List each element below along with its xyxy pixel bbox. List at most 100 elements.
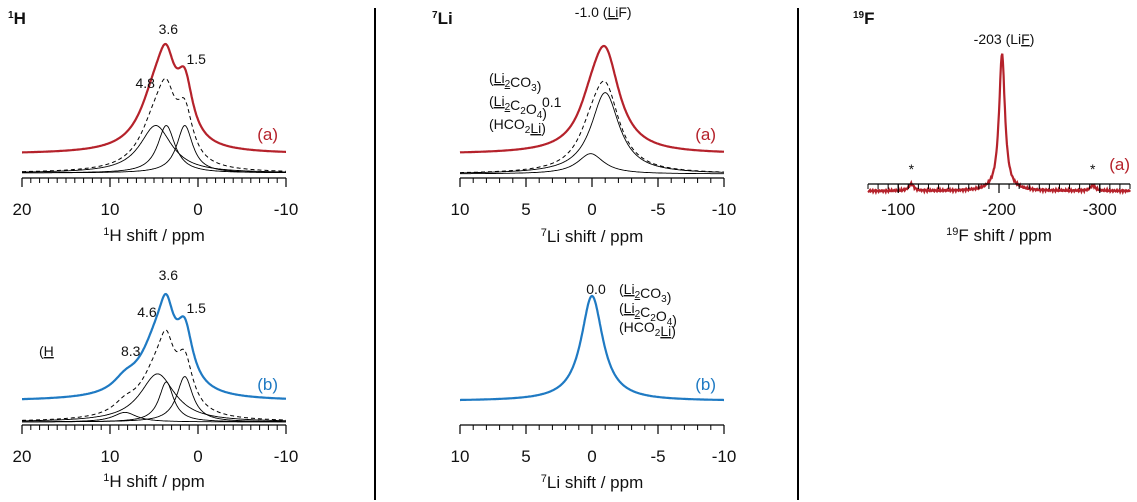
x-tick-label: -10 [712,447,737,466]
peak-label-3-6: 3.6 [159,21,179,37]
chem-part: 2 [635,309,641,320]
trace-label: (b) [695,375,716,394]
spectrum-trace [459,44,724,154]
chem-part: 2 [525,125,531,136]
chem-part: 4 [537,110,543,121]
assignment-line-2: (Li2C2O4) [619,300,677,328]
x-tick-label: -10 [274,447,299,466]
chem-part: C [510,97,520,113]
chem-part: 2 [650,313,656,324]
chem-part: ( [489,93,494,109]
peak-label-lif: -1.0 (LiF) [575,4,632,20]
chem-part: F [1021,31,1030,47]
chem-part: 2 [505,102,511,113]
x-tick-label: -100 [881,200,915,219]
x-axis-label-text: H shift / ppm [109,472,204,491]
chem-part: Li [660,323,671,339]
spectrum-trace [22,292,286,401]
chem-part: 3 [661,294,667,305]
chem-part: ) [672,312,677,328]
chem-part: Li [607,4,618,20]
x-axis-label: 7Li shift / ppm [541,473,644,492]
peak-label-lif: -203 (LiF) [974,31,1035,47]
chem-part: (HCO [489,116,525,132]
fit-envelope [22,329,286,421]
chem-part: ( [619,281,624,297]
x-axis-label-text: Li shift / ppm [547,473,643,492]
chem-part: 2 [635,290,641,301]
x-tick-label: 20 [13,200,32,219]
chem-part: ) [542,105,547,121]
chem-part: -1.0 ( [575,4,608,20]
chem-part: O [656,308,667,324]
x-axis-label-mass: 7 [541,227,547,239]
x-tick-label: 5 [521,200,530,219]
panel-label-li7: 7Li [432,9,453,28]
chem-part: ) [667,289,672,305]
assignment-line-2: (Li2C2O4) [489,93,547,121]
plot-h1-a: (a) 20 10 0 -10 1H shift / ppm 3.6 4.8 1.5 [13,21,299,245]
x-axis-label: 1H shift / ppm [103,226,205,245]
peak-label-4-6: 4.6 [137,304,157,320]
x-axis-label: 19F shift / ppm [946,226,1052,245]
chem-part: ( [619,300,624,316]
x-axis-label-text: H shift / ppm [109,226,204,245]
x-tick-label: 20 [13,447,32,466]
x-tick-label: 0 [193,447,202,466]
x-tick-label: 10 [101,447,120,466]
chem-part: ) [671,323,676,339]
x-tick-label: -300 [1083,200,1117,219]
chem-part: ( [39,343,44,359]
assignment-line-1: (Li2CO3) [489,70,541,94]
chem-part: F) [618,4,631,20]
spinning-sideband-mark: * [909,161,915,177]
spinning-sideband-mark: * [1090,161,1096,177]
x-tick-label: -10 [712,200,737,219]
x-axis-label: 1H shift / ppm [103,472,205,491]
assignment-line-3: (HCO2Li) [489,116,546,136]
chem-part: C [640,304,650,320]
chem-part: Li [494,70,505,86]
fit-component-1 [460,92,724,174]
x-tick-label: -5 [650,447,665,466]
x-tick-label: 5 [521,447,530,466]
assignment-hco2li: (H [39,343,54,359]
trace-label: (a) [1109,155,1130,174]
chem-part: Li [494,93,505,109]
fit-component-3 [22,376,286,423]
x-tick-label: 10 [451,447,470,466]
chem-part: 3 [531,83,537,94]
trace-label: (b) [257,375,278,394]
peak-label-0-0: 0.0 [586,281,606,297]
x-axis-label-text: Li shift / ppm [547,227,643,246]
chem-part: ) [541,120,546,136]
assignment-line-3: (HCO2Li) [619,319,676,339]
x-axis-label-text: F shift / ppm [958,226,1052,245]
x-axis-label-mass: 19 [946,226,958,238]
peak-label-0-1: 0.1 [542,94,562,110]
fit-component-1 [21,373,286,422]
chem-part: Li [624,300,635,316]
panel-label-f19: 19F [853,9,875,28]
trace-label: (a) [695,125,716,144]
plot-f19-a: (a) -100 -200 -300 19F shift / ppm -203 (LiF)… [867,31,1131,245]
fit-component-0 [460,153,724,175]
x-tick-label: 10 [451,200,470,219]
x-axis-label-mass: 7 [541,473,547,485]
fit-envelope [22,77,286,173]
fit-component-0 [22,125,286,173]
assignment-line-1: (Li2CO3) [619,281,671,305]
chem-part: 2 [505,79,511,90]
fit-component-2 [22,381,286,423]
trace-label: (a) [257,125,278,144]
chem-part: 2 [520,106,526,117]
fit-component-2 [22,125,286,174]
chem-part: 2 [655,328,661,339]
peak-label-4-8: 4.8 [135,75,155,91]
x-axis-label-mass: 1 [103,226,109,238]
x-tick-label: 0 [587,447,596,466]
chem-part: O [526,101,537,117]
chem-part: Li [624,281,635,297]
